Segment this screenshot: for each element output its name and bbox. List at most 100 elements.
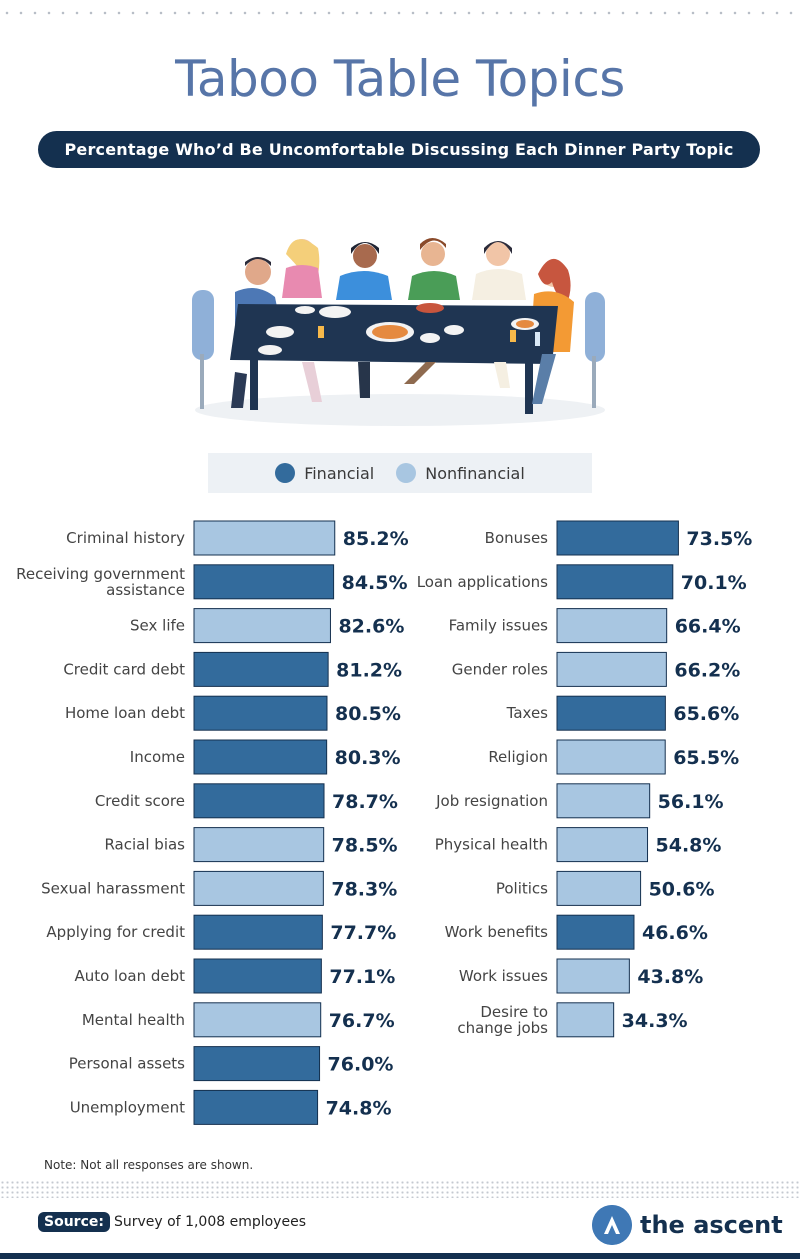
bar-auto-loan-debt <box>193 958 322 994</box>
category-label-applying-for-credit: Applying for credit <box>46 923 185 941</box>
category-label-home-loan-debt: Home loan debt <box>65 704 185 722</box>
category-label-personal-assets: Personal assets <box>69 1055 185 1073</box>
legend-item-financial: Financial <box>275 463 374 483</box>
value-label-receiving-government-assistance: 84.5% <box>342 572 408 594</box>
bar-unemployment <box>193 1089 319 1125</box>
bar-credit-score <box>193 783 325 819</box>
value-label-work-benefits: 46.6% <box>642 922 708 944</box>
bar-taxes <box>556 695 666 731</box>
chart-legend: Financial Nonfinancial <box>208 453 592 493</box>
category-label-work-benefits: Work benefits <box>445 923 549 941</box>
legend-label-nonfinancial: Nonfinancial <box>425 463 525 483</box>
category-label-mental-health: Mental health <box>82 1011 185 1029</box>
value-label-personal-assets: 76.0% <box>328 1054 394 1076</box>
category-label-loan-applications: Loan applications <box>417 573 548 591</box>
category-label-income: Income <box>130 748 185 766</box>
bar-criminal-history <box>193 520 336 556</box>
category-label-unemployment: Unemployment <box>70 1098 185 1116</box>
value-label-job-resignation: 56.1% <box>658 791 724 813</box>
bar-bonuses <box>556 520 679 556</box>
value-label-bonuses: 73.5% <box>686 528 752 550</box>
bar-desire-to-change-jobs <box>556 1002 615 1038</box>
top-dotted-border <box>0 10 800 16</box>
bar-sexual-harassment <box>193 870 324 906</box>
category-label-auto-loan-debt: Auto loan debt <box>74 967 185 985</box>
value-label-family-issues: 66.4% <box>675 616 741 638</box>
bar-receiving-government-assistance <box>193 564 335 600</box>
bar-applying-for-credit <box>193 914 323 950</box>
value-label-income: 80.3% <box>335 747 401 769</box>
category-label-desire-to-change-jobs: Desire to change jobs <box>457 1003 548 1037</box>
bar-income <box>193 739 328 775</box>
category-label-politics: Politics <box>496 879 548 897</box>
category-label-bonuses: Bonuses <box>485 529 549 547</box>
bar-racial-bias <box>193 827 325 863</box>
source-text: Survey of 1,008 employees <box>113 1214 306 1230</box>
bottom-bar <box>0 1253 800 1259</box>
chart-note: Note: Not all responses are shown. <box>44 1158 254 1172</box>
value-label-taxes: 65.6% <box>673 703 739 725</box>
source-tag: Source: <box>38 1212 110 1232</box>
category-label-credit-card-debt: Credit card debt <box>63 660 185 678</box>
category-label-criminal-history: Criminal history <box>66 529 185 547</box>
bar-job-resignation <box>556 783 651 819</box>
chart-subtitle-text: Percentage Who’d Be Uncomfortable Discus… <box>64 140 734 159</box>
value-label-credit-score: 78.7% <box>332 791 398 813</box>
legend-label-financial: Financial <box>304 463 375 483</box>
bar-physical-health <box>556 827 649 863</box>
bar-politics <box>556 870 642 906</box>
value-label-loan-applications: 70.1% <box>681 572 747 594</box>
bar-home-loan-debt <box>193 695 328 731</box>
value-label-mental-health: 76.7% <box>329 1010 395 1032</box>
value-label-desire-to-change-jobs: 34.3% <box>622 1010 688 1032</box>
value-label-physical-health: 54.8% <box>656 835 722 857</box>
brand-name: the ascent <box>640 1211 783 1239</box>
chart-title: Taboo Table Topics <box>175 50 625 108</box>
category-label-racial-bias: Racial bias <box>104 836 185 854</box>
legend-item-nonfinancial: Nonfinancial <box>396 463 525 483</box>
value-label-religion: 65.5% <box>673 747 739 769</box>
category-label-job-resignation: Job resignation <box>435 792 548 810</box>
value-label-auto-loan-debt: 77.1% <box>329 966 395 988</box>
category-label-taxes: Taxes <box>506 704 549 722</box>
value-label-racial-bias: 78.5% <box>332 835 398 857</box>
bar-family-issues <box>556 608 668 644</box>
value-label-credit-card-debt: 81.2% <box>336 659 402 681</box>
bar-credit-card-debt <box>193 651 329 687</box>
value-label-applying-for-credit: 77.7% <box>330 922 396 944</box>
category-label-family-issues: Family issues <box>449 617 549 635</box>
legend-swatch-nonfinancial <box>396 463 417 483</box>
value-label-unemployment: 74.8% <box>326 1097 392 1119</box>
category-label-religion: Religion <box>488 748 548 766</box>
bar-loan-applications <box>556 564 674 600</box>
bottom-dotted-band <box>0 1180 800 1198</box>
value-label-politics: 50.6% <box>649 878 715 900</box>
category-label-sex-life: Sex life <box>130 617 185 635</box>
bar-work-issues <box>556 958 630 994</box>
value-label-sexual-harassment: 78.3% <box>331 878 397 900</box>
category-label-work-issues: Work issues <box>459 967 548 985</box>
value-label-sex-life: 82.6% <box>338 616 404 638</box>
ascent-logo-icon <box>592 1205 632 1245</box>
brand-logo: the ascent <box>592 1205 783 1245</box>
dinner-party-illustration <box>192 238 605 426</box>
bar-sex-life <box>193 608 331 644</box>
bar-mental-health <box>193 1002 322 1038</box>
bar-gender-roles <box>556 651 667 687</box>
category-label-receiving-government-assistance: Receiving government assistance <box>16 565 185 599</box>
category-label-physical-health: Physical health <box>435 836 548 854</box>
value-label-home-loan-debt: 80.5% <box>335 703 401 725</box>
chart-subtitle: Percentage Who’d Be Uncomfortable Discus… <box>38 131 760 168</box>
category-label-gender-roles: Gender roles <box>452 660 548 678</box>
bar-religion <box>556 739 666 775</box>
category-label-credit-score: Credit score <box>95 792 185 810</box>
value-label-work-issues: 43.8% <box>637 966 703 988</box>
bar-personal-assets <box>193 1046 321 1082</box>
bar-work-benefits <box>556 914 635 950</box>
value-label-gender-roles: 66.2% <box>674 659 740 681</box>
value-label-criminal-history: 85.2% <box>343 528 409 550</box>
legend-swatch-financial <box>275 463 296 483</box>
category-label-sexual-harassment: Sexual harassment <box>41 879 185 897</box>
